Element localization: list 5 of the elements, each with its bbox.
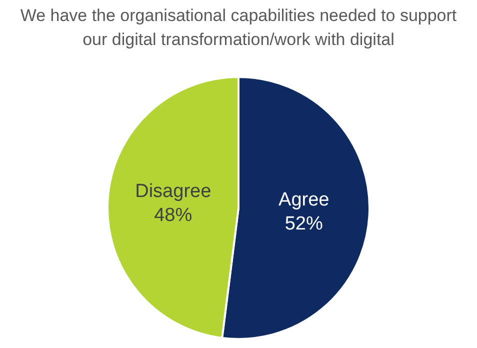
data-label: 52% (284, 213, 323, 234)
slice-label: Agree (278, 189, 330, 210)
slice-label: Disagree (135, 181, 212, 202)
data-label: 48% (154, 205, 192, 226)
chart-title: We have the organisational capabilities needed to support our digital transformation/work with digital (19, 5, 458, 51)
